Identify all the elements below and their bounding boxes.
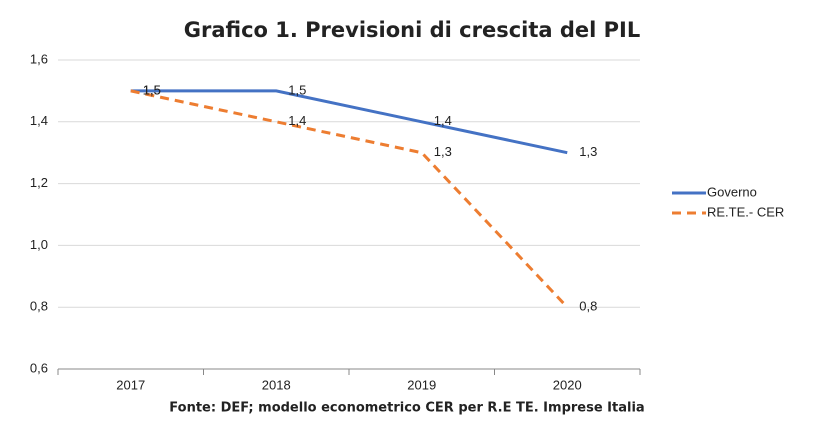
y-tick-label: 0,6: [30, 360, 48, 375]
y-tick-label: 1,0: [30, 237, 48, 252]
line-series: [130, 89, 569, 309]
data-label: 1,3: [434, 144, 452, 159]
y-tick-label: 1,2: [30, 175, 48, 190]
chart-title: Grafico 1. Previsioni di crescita del PI…: [184, 18, 641, 42]
data-label: 1,4: [288, 113, 306, 128]
x-tick-label: 2018: [262, 377, 291, 392]
x-tick-label: 2017: [116, 377, 145, 392]
data-label: 1,3: [579, 144, 597, 159]
data-label: 1,5: [143, 82, 161, 97]
y-tick-label: 1,4: [30, 113, 48, 128]
data-label: 1,4: [434, 113, 452, 128]
legend-label: Governo: [707, 184, 757, 199]
source-note: Fonte: DEF; modello econometrico CER per…: [169, 401, 644, 416]
data-label: 1,5: [288, 82, 306, 97]
x-tick-label: 2019: [407, 377, 436, 392]
y-tick-label: 0,8: [30, 299, 48, 314]
y-tick-label: 1,6: [30, 51, 48, 66]
data-label: 0,8: [579, 299, 597, 314]
line-series: [130, 89, 568, 155]
legend-label: RE.TE.- CER: [707, 204, 784, 219]
x-tick-label: 2020: [553, 377, 582, 392]
